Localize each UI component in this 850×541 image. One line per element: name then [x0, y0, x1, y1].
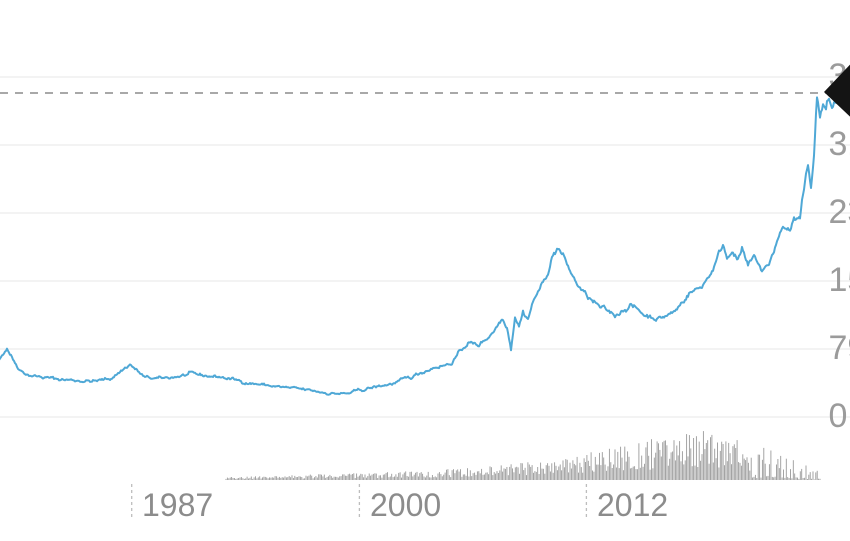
svg-text:15: 15: [829, 261, 850, 299]
svg-text:31: 31: [829, 125, 850, 163]
svg-text:2012: 2012: [597, 487, 668, 523]
svg-text:23: 23: [829, 193, 850, 231]
svg-text:2000: 2000: [370, 487, 441, 523]
svg-text:79: 79: [829, 329, 850, 367]
svg-text:0,: 0,: [829, 397, 850, 435]
svg-text:1987: 1987: [142, 487, 213, 523]
